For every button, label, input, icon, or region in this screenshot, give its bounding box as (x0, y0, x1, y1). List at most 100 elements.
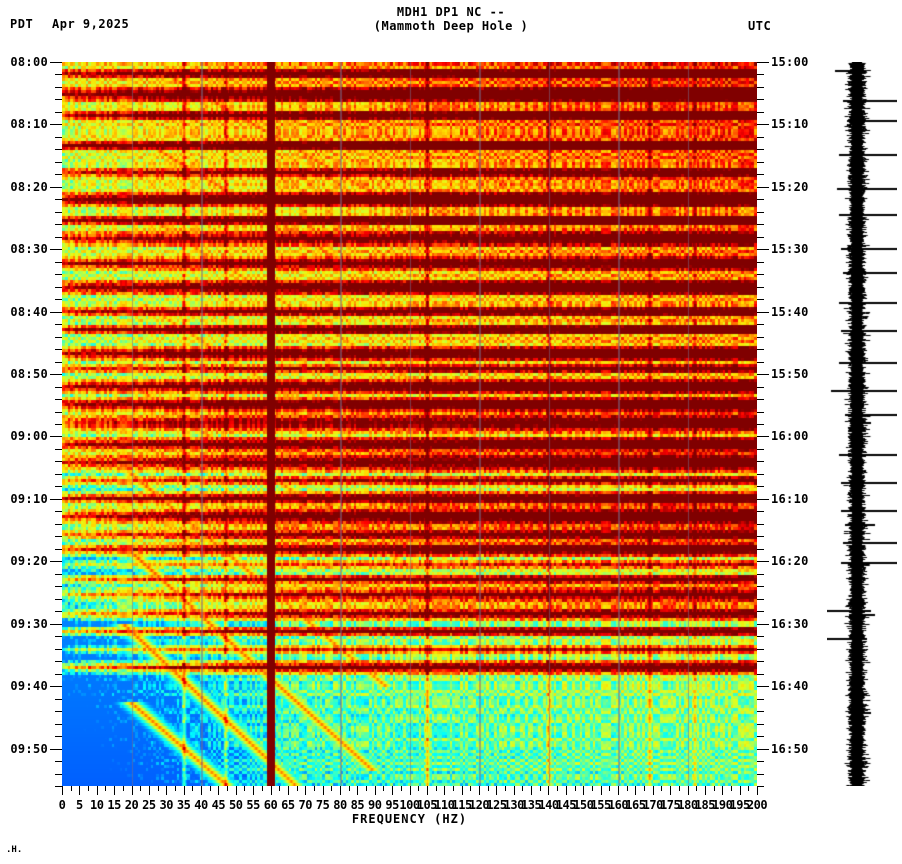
freq-tick-minor (696, 786, 697, 791)
freq-label: 125 (486, 798, 507, 812)
freq-label: 30 (159, 798, 174, 812)
freq-tick-minor (627, 786, 628, 791)
freq-label: 65 (281, 798, 295, 812)
time-tick-minor-right (757, 237, 764, 238)
time-tick-minor-left (55, 387, 62, 388)
freq-tick-minor (105, 786, 106, 791)
freq-tick-major (722, 786, 723, 795)
time-tick-minor-left (55, 599, 62, 600)
time-tick-minor-right (757, 387, 764, 388)
freq-label: 200 (746, 798, 768, 812)
freq-tick-major (253, 786, 254, 795)
time-tick-minor-left (55, 162, 62, 163)
time-tick-minor-right (757, 661, 764, 662)
time-tick-major-right (757, 312, 769, 313)
time-tick-major-right (757, 436, 769, 437)
freq-label: 130 (503, 798, 525, 812)
station-name-title: (Mammoth Deep Hole ) (373, 19, 529, 33)
time-tick-minor-left (55, 174, 62, 175)
freq-tick-minor (314, 786, 315, 791)
freq-tick-minor (505, 786, 506, 791)
timezone-label-left: PDT (10, 17, 34, 31)
freq-label: 70 (298, 798, 313, 812)
time-tick-minor-right (757, 599, 764, 600)
freq-tick-major (271, 786, 272, 795)
time-tick-minor-right (757, 574, 764, 575)
time-tick-minor-left (55, 137, 62, 138)
time-tick-minor-left (55, 724, 62, 725)
time-tick-minor-right (757, 761, 764, 762)
time-tick-minor-right (757, 524, 764, 525)
time-label-pdt: 08:00 (10, 55, 48, 69)
freq-tick-major (132, 786, 133, 795)
time-tick-minor-right (757, 287, 764, 288)
time-tick-minor-left (55, 786, 62, 787)
time-label-pdt: 08:30 (10, 242, 48, 256)
time-tick-minor-left (55, 674, 62, 675)
time-tick-minor-left (55, 586, 62, 587)
freq-tick-minor (731, 786, 732, 791)
time-tick-minor-right (757, 262, 764, 263)
time-tick-minor-right (757, 474, 764, 475)
time-tick-minor-left (55, 461, 62, 462)
freq-label: 15 (107, 798, 121, 812)
time-tick-minor-right (757, 674, 764, 675)
freq-label: 175 (660, 798, 681, 812)
time-label-pdt: 09:40 (10, 679, 48, 693)
time-tick-minor-right (757, 424, 764, 425)
freq-tick-major (166, 786, 167, 795)
time-label-utc: 15:10 (771, 117, 809, 131)
time-tick-minor-right (757, 611, 764, 612)
frequency-axis: 0 5 10 15 20 25 30 35 40 45 50 55 60 65 70 75 80 85 90 95 10… (59, 786, 768, 826)
freq-label: 35 (176, 798, 191, 812)
station-code-title: MDH1 DP1 NC -- (396, 5, 506, 19)
time-tick-major-right (757, 624, 769, 625)
freq-tick-minor (488, 786, 489, 791)
time-tick-major-left (50, 561, 62, 562)
freq-tick-minor (436, 786, 437, 791)
freq-tick-major (323, 786, 324, 795)
time-tick-major-left (50, 62, 62, 63)
time-tick-minor-left (55, 511, 62, 512)
freq-tick-major (514, 786, 515, 795)
time-tick-major-left (50, 499, 62, 500)
time-label-utc: 15:00 (771, 55, 809, 69)
freq-label: 120 (468, 798, 490, 812)
freq-tick-major (548, 786, 549, 795)
time-tick-minor-right (757, 99, 764, 100)
freq-tick-minor (575, 786, 576, 791)
spectrogram-plot[interactable] (62, 62, 757, 786)
time-tick-minor-right (757, 324, 764, 325)
freq-label: 45 (211, 798, 226, 812)
freq-tick-minor (522, 786, 523, 791)
freq-tick-major (340, 786, 341, 795)
freq-tick-minor (401, 786, 402, 791)
freq-label: 110 (434, 798, 455, 812)
freq-tick-minor (140, 786, 141, 791)
time-label-utc: 15:40 (771, 305, 809, 319)
time-tick-minor-right (757, 162, 764, 163)
freq-tick-major (201, 786, 202, 795)
freq-tick-major (184, 786, 185, 795)
time-tick-minor-right (757, 112, 764, 113)
freq-tick-minor (192, 786, 193, 791)
freq-tick-major (496, 786, 497, 795)
freq-label: 170 (642, 798, 664, 812)
freq-label: 160 (607, 798, 629, 812)
time-tick-major-right (757, 561, 769, 562)
time-tick-minor-left (55, 149, 62, 150)
time-tick-minor-right (757, 137, 764, 138)
freq-tick-major (462, 786, 463, 795)
corner-artifact-mark: .H. (6, 845, 23, 855)
freq-label: 55 (246, 798, 260, 812)
freq-tick-major (479, 786, 480, 795)
time-tick-minor-right (757, 549, 764, 550)
time-tick-minor-left (55, 774, 62, 775)
freq-tick-minor (175, 786, 176, 791)
time-tick-major-left (50, 749, 62, 750)
time-tick-minor-right (757, 212, 764, 213)
time-tick-minor-right (757, 636, 764, 637)
freq-label: 195 (729, 798, 751, 812)
time-tick-minor-left (55, 112, 62, 113)
freq-label: 10 (90, 798, 104, 812)
